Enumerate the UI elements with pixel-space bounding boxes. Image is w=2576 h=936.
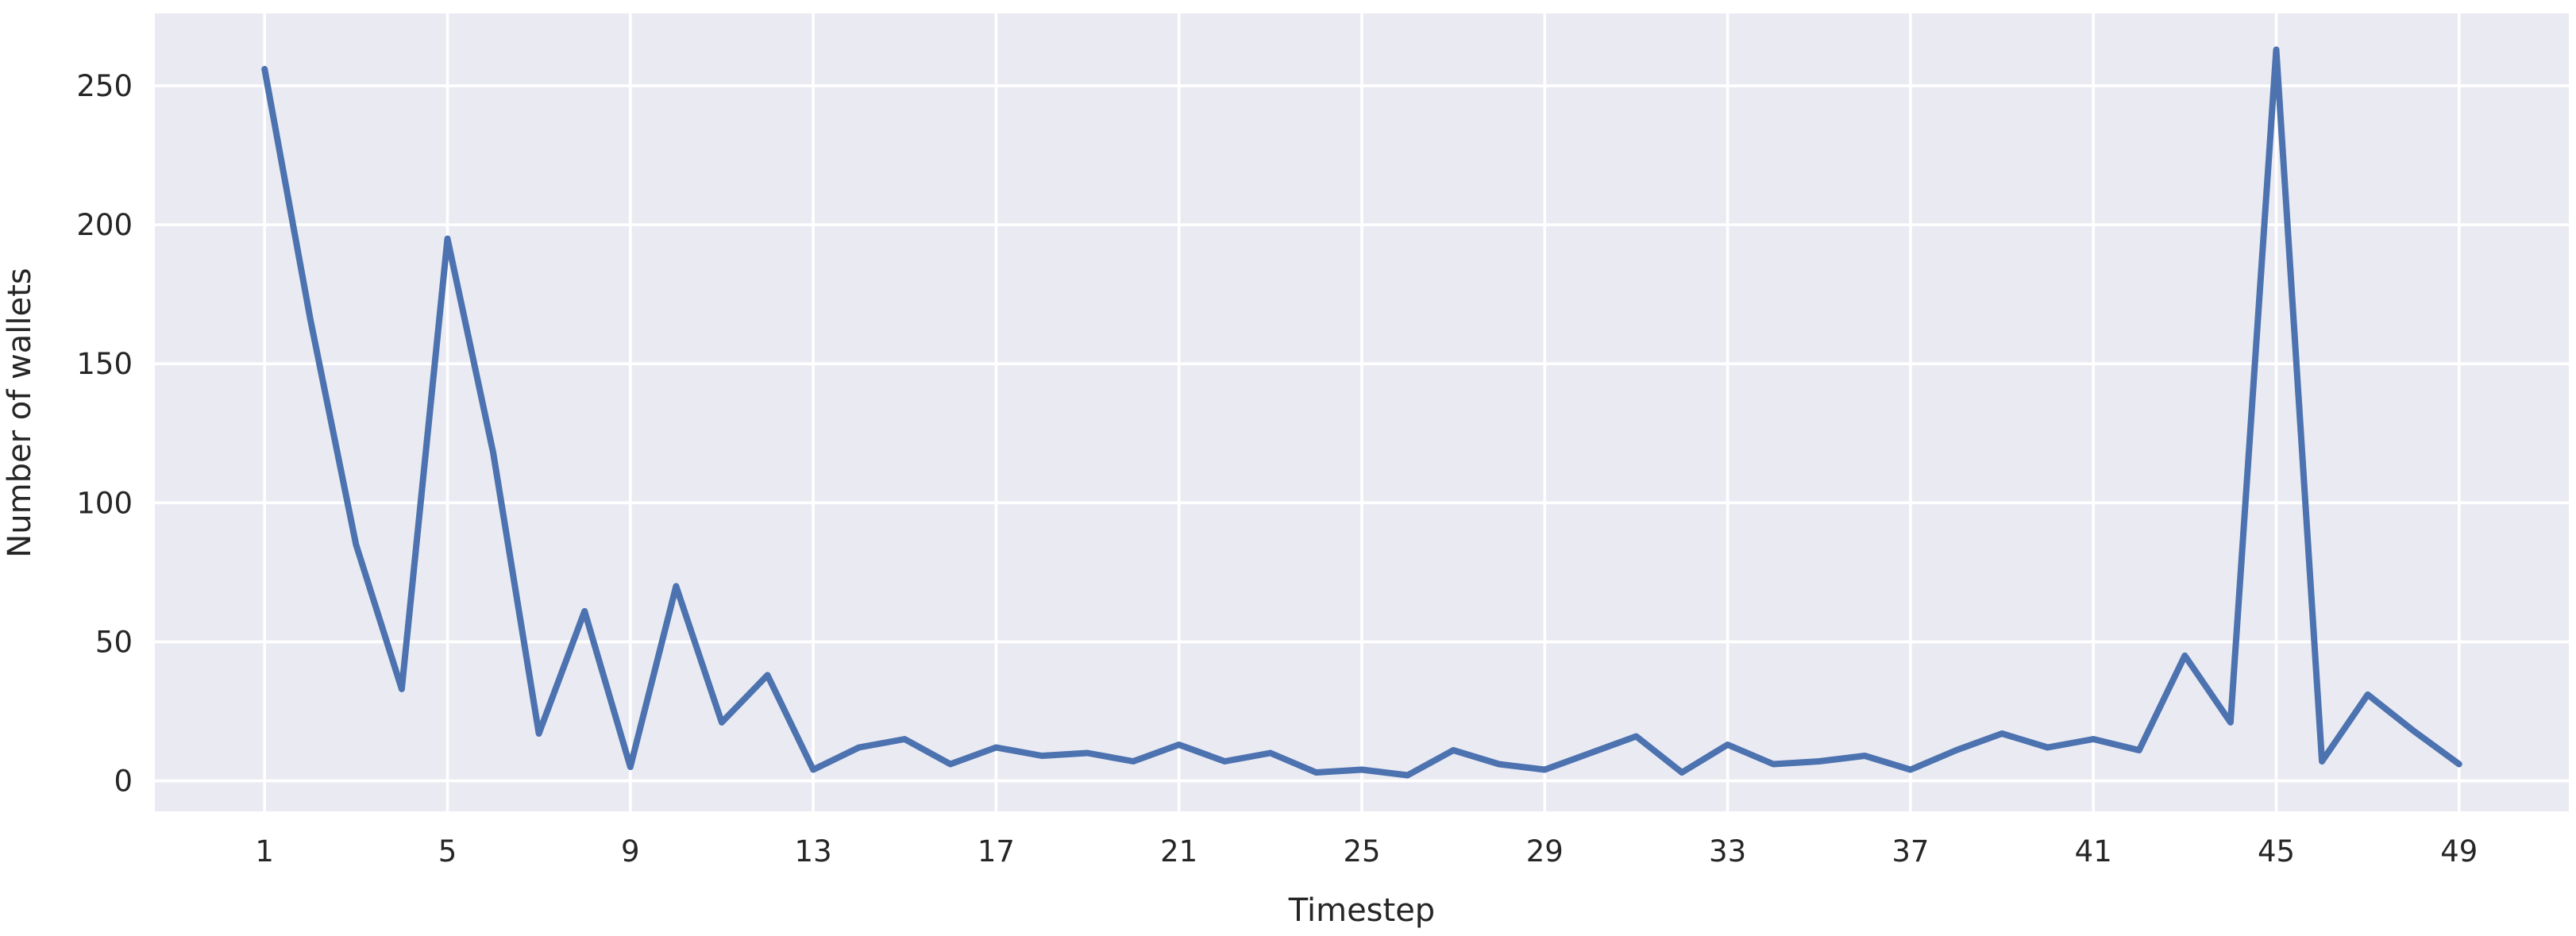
x-tick-label: 1 [255, 834, 274, 869]
x-tick-label: 9 [621, 834, 640, 869]
x-tick-label: 37 [1892, 834, 1929, 869]
y-tick-label: 150 [76, 347, 133, 381]
x-tick-label: 25 [1343, 834, 1380, 869]
series-layer [261, 46, 2462, 779]
y-tick-label: 250 [76, 69, 133, 103]
x-tick-label: 49 [2440, 834, 2478, 869]
x-axis-title: Timestep [1288, 892, 1435, 929]
y-tick-label: 100 [76, 486, 133, 520]
y-tick-label: 200 [76, 208, 133, 242]
y-tick-label: 0 [114, 764, 133, 798]
grid-layer [155, 13, 2569, 811]
x-tick-label: 41 [2075, 834, 2112, 869]
x-tick-label: 33 [1709, 834, 1746, 869]
y-axis-title: Number of wallets [2, 268, 38, 557]
x-tick-label: 5 [438, 834, 457, 869]
x-tick-label: 13 [795, 834, 832, 869]
tick-layer: 0 50 100 150 200 250 1 5 9 13 17 21 25 29 33 37 41 45 49 [76, 69, 2478, 869]
x-tick-label: 21 [1160, 834, 1197, 869]
series-line [261, 46, 2462, 779]
y-tick-label: 50 [95, 625, 133, 659]
x-tick-label: 29 [1526, 834, 1564, 869]
x-tick-label: 17 [978, 834, 1015, 869]
x-tick-label: 45 [2258, 834, 2295, 869]
